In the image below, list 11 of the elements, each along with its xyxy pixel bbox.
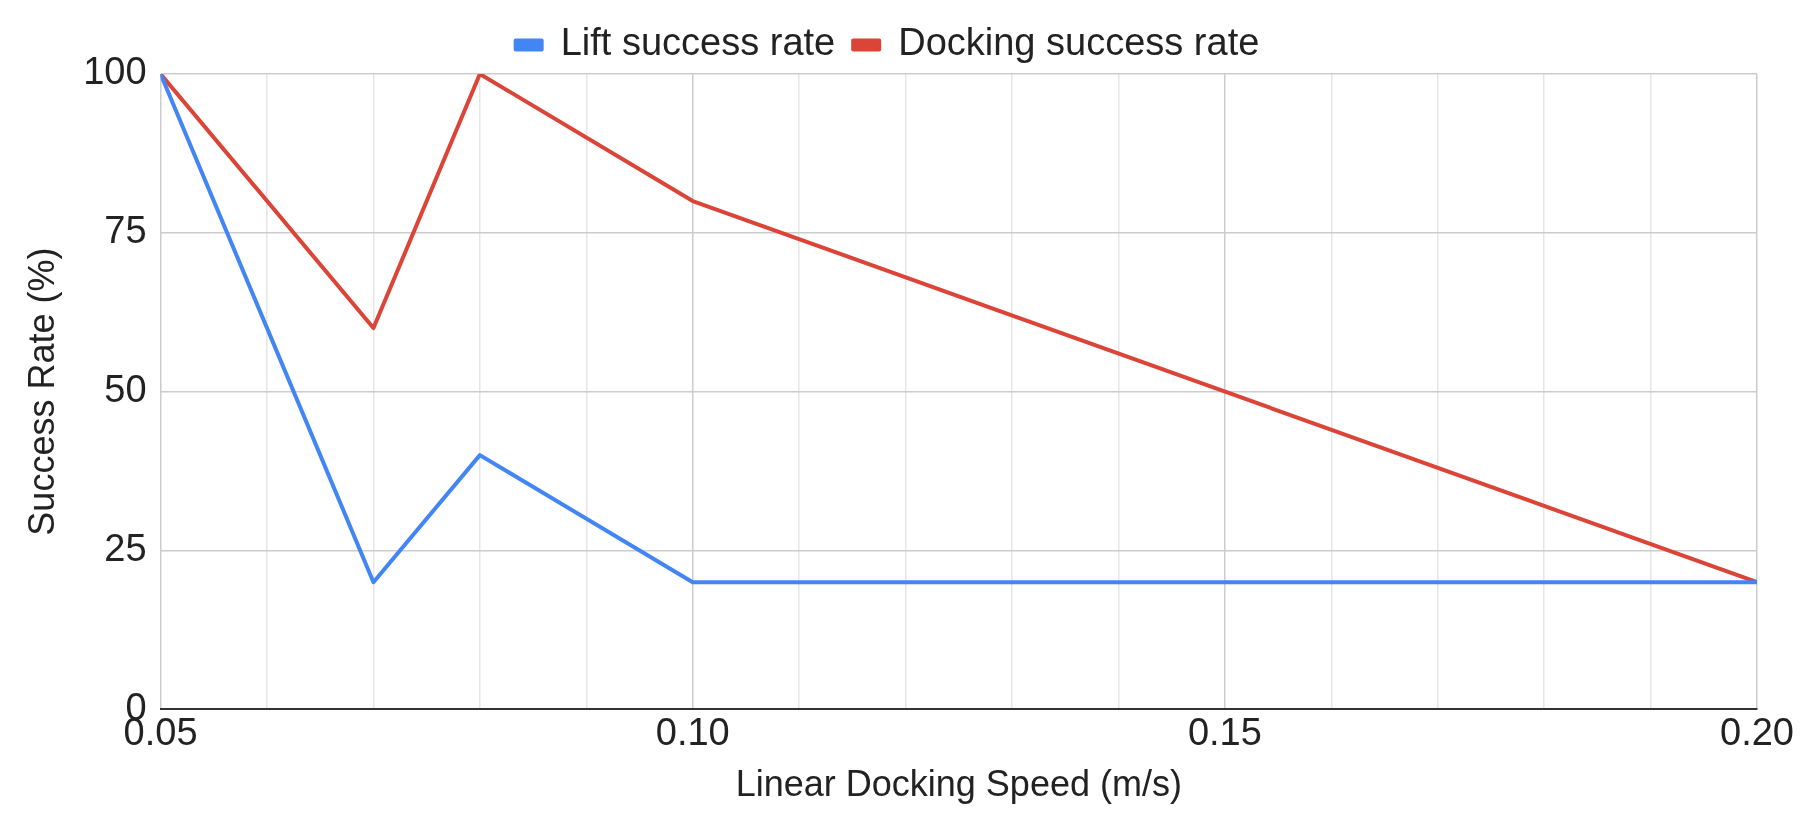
y-tick-label: 50 — [104, 368, 147, 411]
x-tick-label: 0.10 — [655, 711, 730, 754]
y-tick-label: 25 — [104, 526, 147, 569]
x-tick-label: 0.20 — [1720, 711, 1794, 754]
x-axis-title: Linear Docking Speed (m/s) — [735, 763, 1182, 805]
y-axis-title: Success Rate (%) — [20, 247, 62, 536]
legend-label: Docking success rate — [898, 21, 1260, 64]
y-tick-label: 75 — [104, 209, 147, 252]
y-tick-label: 100 — [83, 50, 147, 93]
legend-label: Lift success rate — [560, 21, 836, 64]
x-tick-label: 0.15 — [1187, 711, 1262, 754]
